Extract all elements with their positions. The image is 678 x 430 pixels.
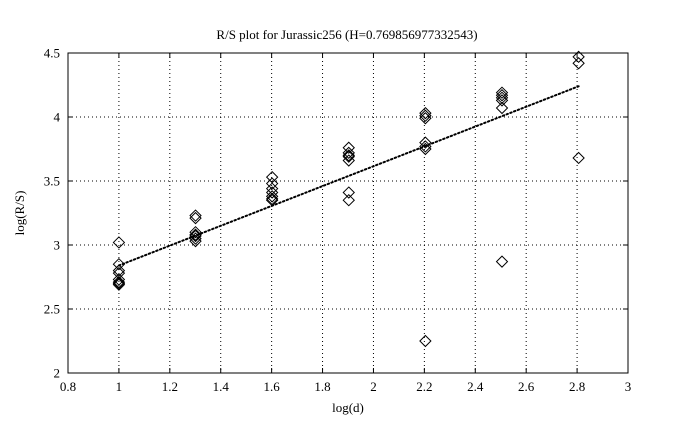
data-point — [112, 273, 126, 286]
x-tick-label: 2.2 — [416, 379, 432, 394]
data-point — [419, 136, 432, 149]
data-point — [265, 177, 279, 190]
data-point — [495, 101, 509, 115]
data-point — [189, 225, 202, 239]
data-point — [419, 106, 432, 120]
data-points — [112, 50, 585, 348]
data-point — [342, 150, 355, 163]
data-point — [189, 228, 202, 241]
y-axis-ticks: 2 2.5 3 3.5 4 4.5 — [44, 46, 628, 381]
data-point — [189, 211, 202, 225]
fit-line — [117, 85, 580, 267]
x-tick-label: 1.4 — [213, 379, 230, 394]
data-point — [112, 275, 126, 289]
x-axis-ticks: 0.8 1 1.2 1.4 1.6 1.8 2 2.2 2.4 2.6 2.8 3 — [60, 53, 631, 394]
data-point — [495, 86, 509, 99]
data-point — [112, 277, 126, 290]
plot-frame — [67, 52, 629, 374]
y-tick-label: 2 — [54, 366, 61, 381]
data-point — [265, 192, 279, 206]
data-point — [495, 255, 509, 268]
data-point — [495, 91, 509, 105]
data-point — [342, 141, 355, 154]
data-point — [342, 146, 355, 160]
data-point — [112, 236, 126, 249]
data-point — [189, 232, 202, 245]
data-point — [265, 190, 279, 203]
data-point — [419, 334, 432, 348]
x-tick-label: 2.8 — [569, 379, 585, 394]
data-point — [572, 57, 585, 70]
data-point — [572, 50, 585, 64]
data-point — [342, 154, 355, 167]
data-point — [265, 186, 279, 199]
data-point — [342, 193, 355, 207]
data-point — [112, 257, 126, 271]
x-tick-label: 1.6 — [264, 379, 281, 394]
x-tick-label: 2.6 — [518, 379, 535, 394]
x-tick-label: 2 — [370, 379, 377, 394]
data-point — [189, 209, 202, 222]
y-tick-label: 4 — [54, 110, 61, 125]
grid-lines — [68, 53, 628, 373]
data-point — [342, 186, 355, 199]
data-point — [112, 278, 126, 291]
x-tick-label: 0.8 — [60, 379, 76, 394]
data-point — [495, 94, 509, 107]
y-tick-label: 2.5 — [44, 302, 60, 317]
y-tick-label: 3 — [54, 238, 61, 253]
y-axis-label: log(R/S) — [12, 191, 27, 236]
data-point — [265, 193, 279, 207]
data-point — [419, 142, 432, 156]
data-point — [189, 234, 202, 248]
y-tick-label: 3.5 — [44, 174, 60, 189]
data-point — [572, 151, 585, 165]
chart-title: R/S plot for Jurassic256 (H=0.7698569773… — [216, 27, 477, 42]
data-point — [495, 89, 509, 102]
x-tick-label: 1.2 — [162, 379, 178, 394]
x-tick-label: 2.4 — [467, 379, 484, 394]
data-point — [342, 149, 355, 162]
data-point — [419, 112, 432, 125]
x-tick-label: 3 — [625, 379, 632, 394]
data-point — [419, 109, 432, 122]
y-tick-label: 4.5 — [44, 46, 60, 61]
data-point — [419, 140, 432, 153]
x-axis-label: log(d) — [332, 400, 364, 415]
x-tick-label: 1.8 — [314, 379, 330, 394]
x-tick-label: 1 — [116, 379, 123, 394]
data-point — [189, 229, 202, 243]
